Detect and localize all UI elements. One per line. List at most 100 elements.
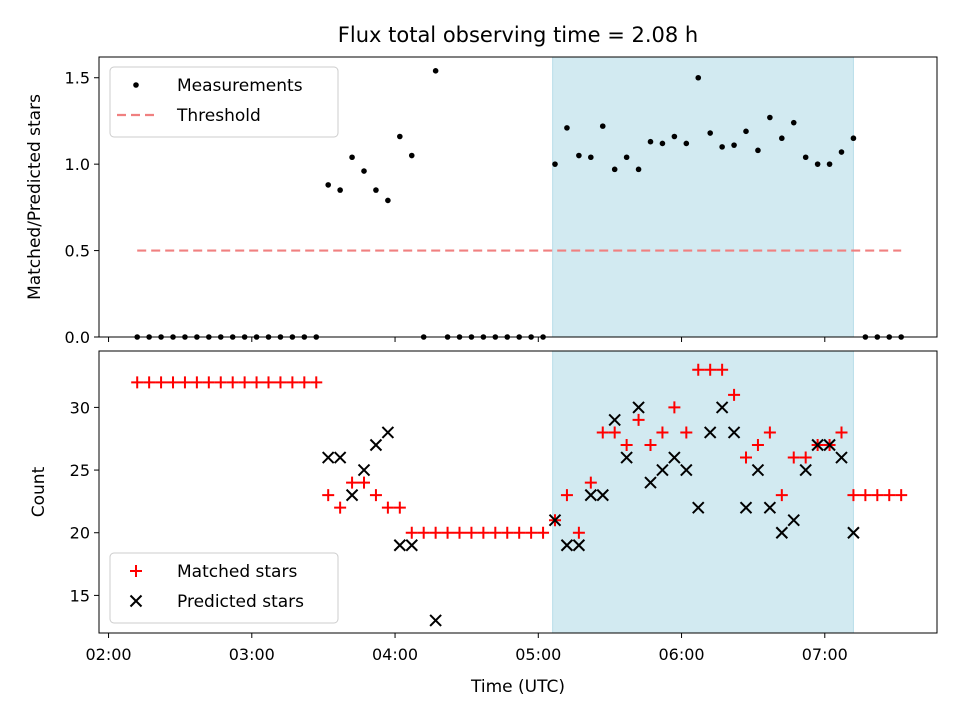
- measurement-point: [599, 123, 606, 129]
- measurement-point: [755, 147, 761, 154]
- top-panel: 0.0 0.5 1.0 1.5 Measurements Threshold: [65, 56, 938, 347]
- matched-stars-point: [775, 489, 788, 502]
- matched-stars-point: [572, 526, 585, 539]
- predicted-stars-point: [739, 501, 753, 514]
- matched-stars-point: [787, 451, 800, 464]
- matched-stars-point: [620, 439, 633, 451]
- predicted-stars-point: [656, 463, 669, 477]
- matched-stars-point: [883, 489, 896, 502]
- measurement-point: [695, 74, 702, 81]
- matched-stars-point: [381, 501, 394, 514]
- matched-stars-point: [501, 526, 514, 539]
- matched-stars-point: [728, 388, 741, 401]
- measurement-point: [826, 161, 833, 167]
- shaded-observing-region: [552, 350, 854, 634]
- predicted-stars-point: [787, 513, 800, 527]
- matched-stars-point: [393, 501, 406, 514]
- x-tick-label: 03:00: [229, 645, 275, 664]
- legend-marker: [129, 594, 143, 608]
- bottom-y-axis-label: Count: [29, 466, 49, 517]
- predicted-stars-point: [751, 463, 765, 477]
- matched-stars-point: [310, 376, 323, 389]
- measurement-point: [611, 166, 618, 173]
- matched-stars-point: [680, 426, 693, 439]
- predicted-stars-point: [572, 539, 586, 552]
- plot-frame: [98, 56, 938, 338]
- matched-stars-point: [692, 363, 705, 376]
- chart-title: Flux total observing time = 2.08 h: [338, 23, 698, 47]
- matched-stars-point: [799, 451, 812, 464]
- matched-stars-point: [358, 476, 371, 489]
- series-predicted-stars: [321, 401, 860, 627]
- x-tick-label: 05:00: [515, 645, 561, 664]
- x-tick-label: 07:00: [802, 645, 848, 664]
- measurement-point: [349, 154, 355, 161]
- matched-stars-point: [584, 476, 597, 489]
- legend-label: Matched stars: [177, 562, 297, 582]
- matched-stars-point: [560, 489, 573, 502]
- matched-stars-point: [751, 439, 764, 451]
- matched-stars-point: [262, 376, 275, 389]
- legend: Measurements Threshold: [109, 66, 339, 138]
- matched-stars-point: [202, 376, 215, 389]
- matched-stars-point: [716, 363, 729, 376]
- matched-stars-point: [190, 376, 203, 389]
- measurement-point: [373, 187, 379, 193]
- matched-stars-point: [178, 376, 191, 389]
- y-tick-label: 15: [70, 586, 90, 605]
- matched-stars-point: [334, 501, 347, 514]
- predicted-stars-point: [620, 451, 633, 464]
- measurement-point: [623, 154, 630, 161]
- predicted-stars-point: [811, 438, 824, 452]
- x-tick-label: 02:00: [85, 645, 131, 664]
- legend-box: [109, 552, 339, 624]
- measurement-point: [432, 68, 439, 74]
- matched-stars-point: [465, 526, 478, 539]
- matched-stars-point: [489, 526, 502, 539]
- legend-box: [109, 66, 339, 138]
- measurement-point: [802, 154, 809, 161]
- measurement-point: [731, 142, 737, 148]
- plot-frame: [98, 350, 938, 634]
- measurement-point: [564, 125, 570, 131]
- predicted-stars-point: [596, 488, 609, 502]
- measurement-point: [397, 133, 403, 140]
- predicted-stars-point: [560, 539, 574, 552]
- matched-stars-point: [167, 376, 180, 389]
- predicted-stars-point: [727, 426, 741, 439]
- y-tick-label: 30: [70, 398, 90, 417]
- shaded-observing-region: [552, 56, 854, 338]
- matched-stars-point: [131, 376, 144, 389]
- measurement-point: [790, 119, 797, 126]
- matched-stars-point: [226, 376, 239, 389]
- measurement-point: [325, 182, 331, 188]
- y-tick-label: 1.5: [65, 69, 90, 88]
- predicted-stars-point: [680, 463, 693, 477]
- matched-stars-point: [405, 526, 418, 539]
- matched-stars-point: [859, 489, 872, 502]
- matched-stars-point: [250, 376, 263, 389]
- measurement-point: [647, 138, 654, 145]
- measurement-point: [683, 140, 690, 147]
- matched-stars-point: [608, 426, 621, 439]
- measurement-point: [707, 130, 713, 136]
- measurement-point: [850, 135, 857, 142]
- matched-stars-point: [740, 451, 753, 464]
- matched-stars-point: [298, 376, 311, 389]
- predicted-stars-point: [715, 401, 729, 414]
- predicted-stars-point: [644, 476, 657, 489]
- matched-stars-point: [668, 401, 681, 414]
- predicted-stars-point: [668, 451, 681, 464]
- legend-label: Measurements: [177, 76, 303, 96]
- matched-stars-point: [453, 526, 466, 539]
- matched-stars-point: [895, 489, 908, 502]
- measurement-point: [767, 114, 773, 121]
- top-y-axis-label: Matched/Predicted stars: [25, 94, 45, 300]
- matched-stars-point: [632, 413, 645, 426]
- measurement-point: [337, 187, 343, 193]
- predicted-stars-point: [632, 401, 645, 414]
- predicted-stars-point: [847, 526, 860, 539]
- measurement-point: [719, 144, 725, 150]
- matched-stars-point: [346, 476, 359, 489]
